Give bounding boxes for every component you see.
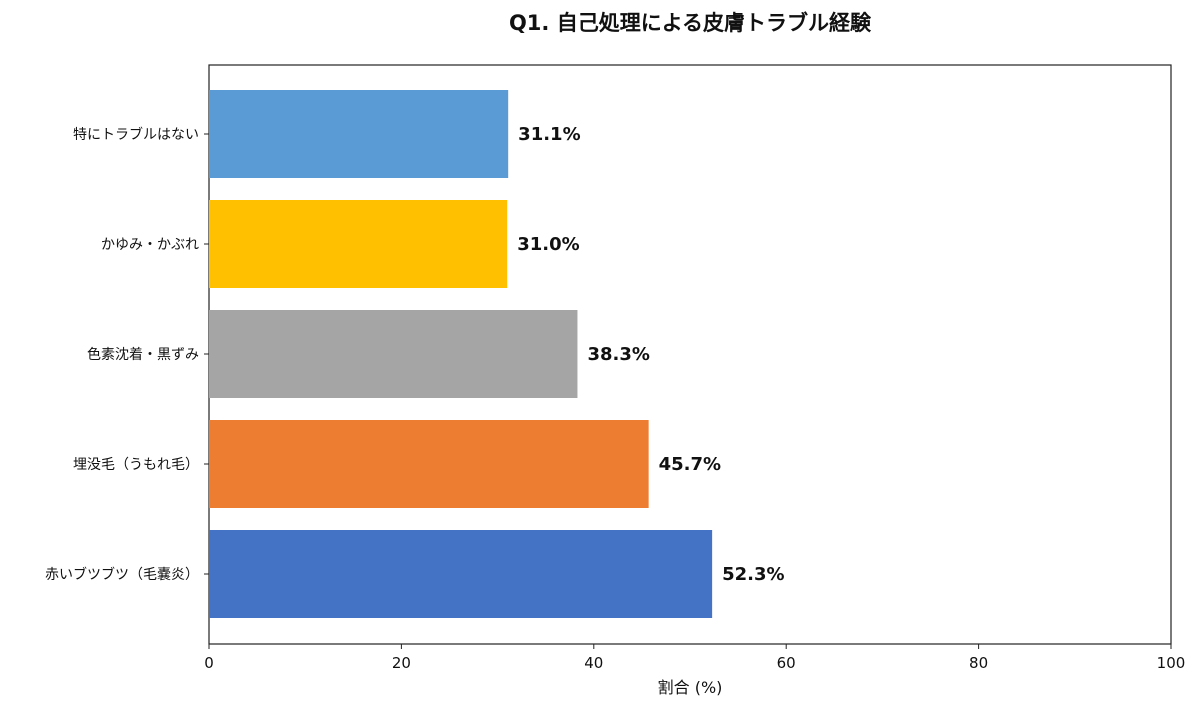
x-tick-label: 80	[969, 654, 988, 672]
x-tick-label: 0	[204, 654, 214, 672]
category-label: かゆみ・かぶれ	[101, 237, 199, 253]
bars-group	[209, 90, 713, 618]
bar-1	[209, 90, 509, 178]
x-tick-label: 100	[1157, 654, 1186, 672]
x-axis-label: 割合 (%)	[658, 678, 723, 697]
category-label: 色素沈着・黒ずみ	[87, 346, 199, 363]
bar-4	[209, 420, 649, 508]
bar-2	[209, 200, 508, 288]
bar-3	[209, 310, 578, 398]
data-label: 52.3%	[722, 564, 784, 585]
x-tick-label: 20	[392, 654, 411, 672]
data-label: 38.3%	[587, 344, 649, 365]
data-label: 31.1%	[518, 124, 580, 145]
category-label: 特にトラブルはない	[73, 126, 199, 143]
data-label: 31.0%	[517, 234, 579, 255]
data-labels-group: 31.1% 31.0% 38.3% 45.7% 52.3%	[517, 124, 784, 585]
category-label: 埋没毛（うもれ毛）	[73, 457, 199, 473]
bar-5	[209, 530, 713, 618]
chart-title: Q1. 自己処理による皮膚トラブル経験	[509, 11, 872, 35]
data-label: 45.7%	[659, 454, 721, 475]
x-tick-label: 60	[777, 654, 796, 672]
x-axis-ticks-group: 0 20 40 60 80 100	[204, 644, 1185, 672]
x-tick-label: 40	[584, 654, 603, 672]
category-label: 赤いブツブツ（毛嚢炎）	[45, 566, 199, 583]
